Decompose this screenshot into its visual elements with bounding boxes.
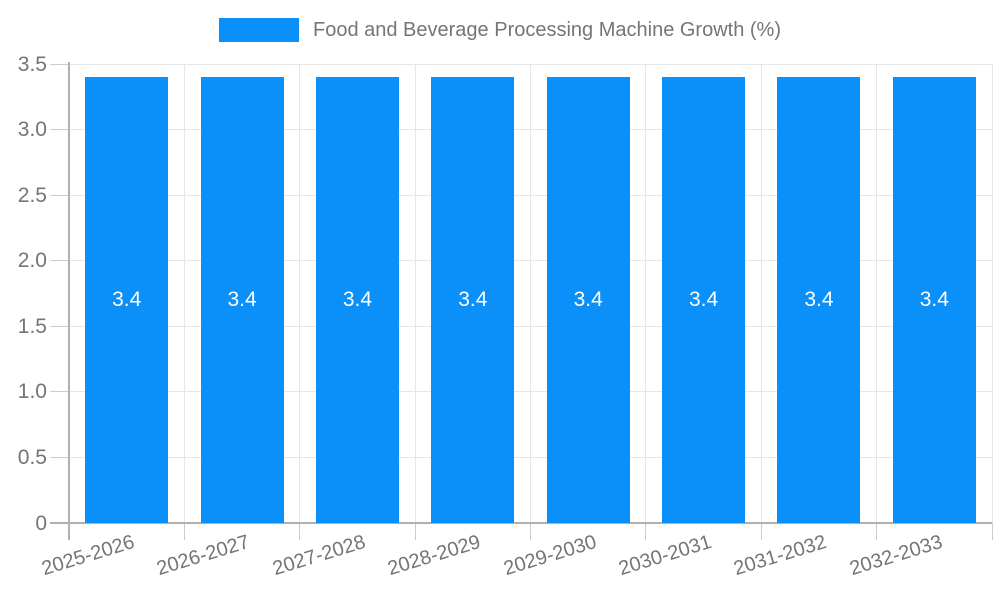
bar-2025-2026: 3.4	[85, 77, 169, 523]
y-axis-label: 1.5	[17, 314, 47, 338]
x-gridline	[530, 64, 531, 523]
x-axis-label: 2025-2026	[39, 531, 138, 581]
x-tick	[991, 523, 993, 540]
y-tick	[50, 391, 69, 393]
x-axis-label: 2029-2030	[500, 531, 599, 581]
bar-value-label: 3.4	[227, 288, 257, 312]
y-tick	[50, 129, 69, 131]
bar-value-label: 3.4	[919, 288, 949, 312]
x-gridline	[183, 64, 185, 523]
y-axis-label: 2.5	[17, 183, 47, 207]
x-axis-label: 2027-2028	[269, 531, 368, 581]
bar-value-label: 3.4	[804, 288, 834, 312]
x-axis-label: 2031-2032	[731, 531, 830, 581]
x-gridline	[645, 64, 647, 523]
x-gridline	[414, 64, 416, 523]
x-tick	[183, 523, 185, 540]
x-axis-line	[50, 522, 992, 524]
y-axis-label: 2.0	[17, 249, 47, 273]
bar-2030-2031: 3.4	[662, 77, 746, 523]
x-gridline	[991, 64, 993, 523]
y-axis-label: 3.0	[17, 118, 47, 142]
legend: Food and Beverage Processing Machine Gro…	[0, 18, 1000, 42]
x-tick	[414, 523, 416, 540]
y-tick	[50, 260, 69, 262]
y-tick	[50, 194, 69, 196]
y-tick	[50, 325, 69, 327]
x-tick	[760, 523, 762, 540]
bar-value-label: 3.4	[458, 288, 488, 312]
x-axis-label: 2026-2027	[154, 531, 253, 581]
bar-value-label: 3.4	[573, 288, 603, 312]
bar-value-label: 3.4	[112, 288, 142, 312]
x-tick	[530, 523, 531, 540]
y-tick	[50, 456, 69, 458]
bar-2031-2032: 3.4	[777, 77, 861, 523]
legend-label: Food and Beverage Processing Machine Gro…	[312, 18, 781, 41]
x-gridline	[876, 64, 878, 523]
x-axis-label: 2030-2031	[616, 531, 714, 581]
y-axis-label: 1.0	[17, 380, 47, 404]
x-tick	[876, 523, 878, 540]
y-axis-label: 3.5	[17, 52, 47, 76]
y-axis-label: 0.5	[17, 445, 47, 469]
x-gridline	[760, 64, 762, 523]
bar-value-label: 3.4	[342, 288, 373, 312]
bar-2029-2030: 3.4	[546, 77, 630, 523]
x-tick	[299, 523, 301, 540]
bar-2027-2028: 3.4	[315, 77, 399, 523]
bar-2026-2027: 3.4	[200, 77, 284, 523]
y-axis-line	[68, 62, 70, 540]
y-axis-label: 0	[35, 511, 47, 535]
x-axis-label: 2028-2029	[385, 531, 484, 581]
legend-swatch	[218, 18, 299, 42]
x-tick	[645, 523, 647, 540]
x-axis-label: 2032-2033	[846, 531, 945, 581]
x-gridline	[299, 64, 301, 523]
y-tick	[50, 63, 69, 65]
bar-2028-2029: 3.4	[431, 77, 515, 523]
bar-value-label: 3.4	[688, 288, 719, 312]
bar-2032-2033: 3.4	[892, 77, 976, 523]
